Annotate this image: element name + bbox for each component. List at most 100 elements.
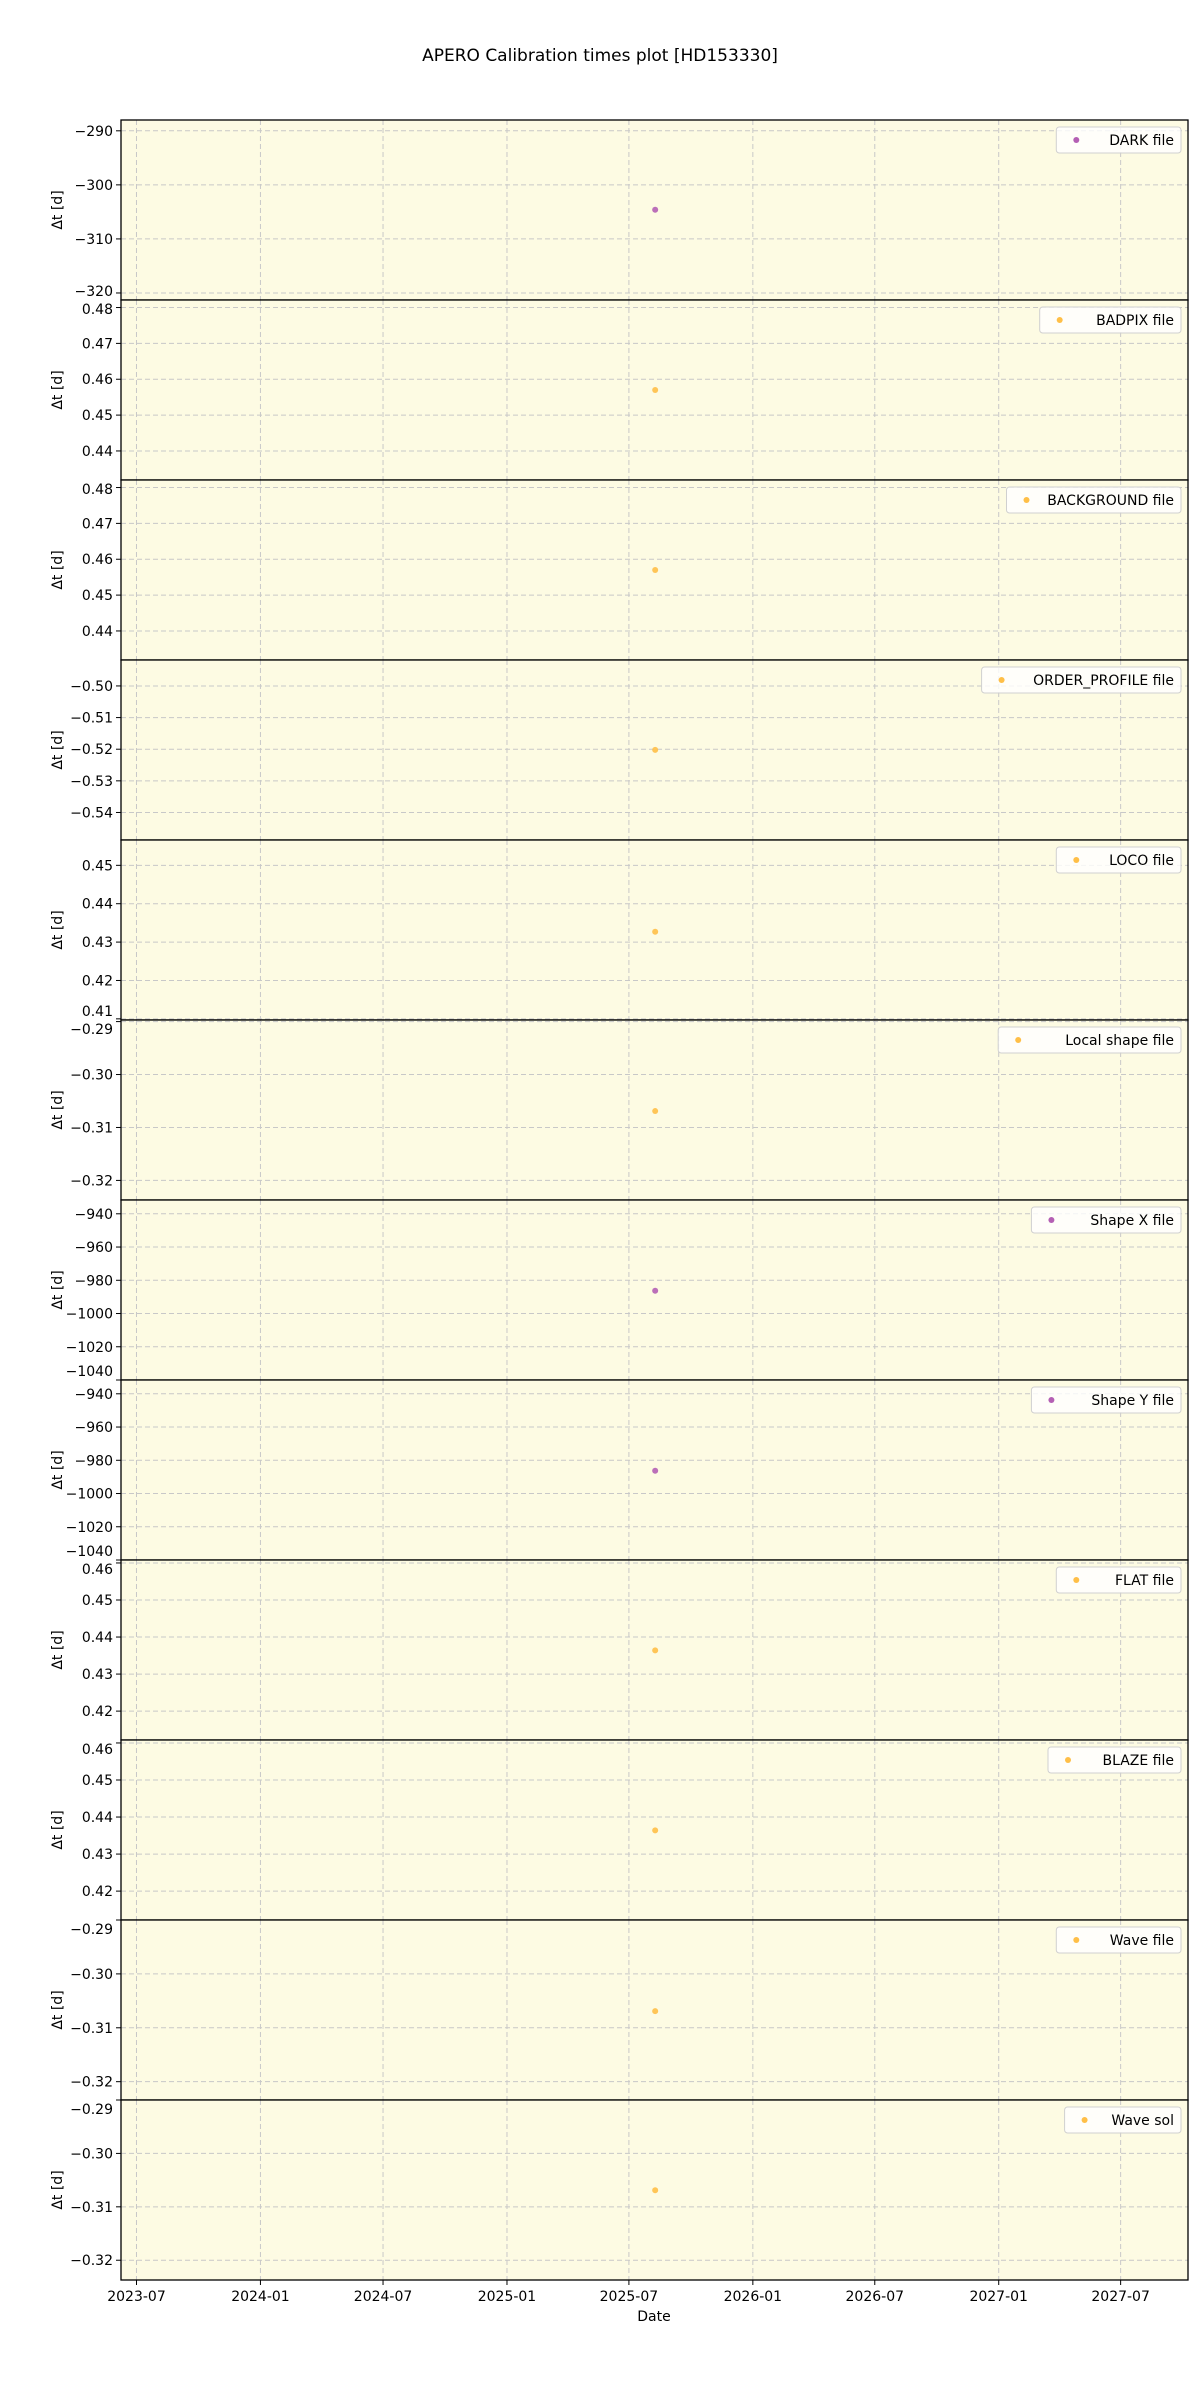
- legend: Wave file: [1055, 1926, 1182, 1954]
- legend-marker: [1015, 1037, 1022, 1043]
- y-axis-label: Δt [d]: [50, 1810, 66, 1849]
- data-point: [652, 2187, 659, 2194]
- y-tick-label: 0.43: [82, 1667, 113, 1683]
- y-tick-label: −0.51: [70, 711, 113, 727]
- legend: BACKGROUND file: [1006, 486, 1182, 514]
- y-tick-label: 0.41: [82, 1004, 113, 1020]
- y-tick-label: 0.48: [82, 302, 113, 318]
- legend: LOCO file: [1055, 846, 1182, 874]
- y-axis-label: Δt [d]: [50, 1990, 66, 2029]
- legend-box: [1055, 126, 1182, 154]
- legend-box: [981, 666, 1182, 694]
- y-axis-label: Δt [d]: [50, 370, 66, 409]
- x-tick-label: 2024-01: [231, 2289, 290, 2305]
- x-tick-label: 2024-07: [354, 2289, 413, 2305]
- y-tick-label: −0.50: [70, 679, 113, 695]
- legend-box: [1055, 1566, 1182, 1594]
- y-axis-label: Δt [d]: [50, 1090, 66, 1129]
- legend-label: Wave sol: [1111, 2113, 1174, 2129]
- legend-box: [1030, 1386, 1182, 1414]
- y-tick-label: 0.45: [82, 588, 113, 604]
- legend: Local shape file: [997, 1026, 1182, 1054]
- x-tick-label: 2023-07: [107, 2289, 166, 2305]
- y-tick-label: 0.42: [82, 1884, 113, 1900]
- y-tick-label: −0.31: [70, 1120, 113, 1136]
- y-tick-label: −0.31: [70, 2021, 113, 2037]
- legend-marker: [1073, 137, 1080, 143]
- legend: Shape Y file: [1030, 1386, 1182, 1414]
- data-point: [652, 928, 659, 935]
- chart-title: APERO Calibration times plot [HD153330]: [422, 46, 778, 66]
- axes-frame: [120, 2099, 1189, 2281]
- panel-shape-y-file: −940 −960 −980 −1000 −1020 −1040 Δt [d] Shape Y…: [50, 1379, 1189, 1561]
- y-tick-label: −0.29: [70, 1922, 113, 1938]
- legend-marker: [1048, 1397, 1055, 1403]
- y-tick-label: 0.48: [82, 482, 113, 498]
- y-tick-label: −0.32: [70, 2075, 113, 2091]
- y-axis-label: Δt [d]: [50, 1450, 66, 1489]
- legend-marker: [1065, 1757, 1071, 1763]
- y-tick-label: 0.44: [82, 624, 113, 640]
- panel-flat-file: 0.46 0.45 0.44 0.43 0.42 Δt [d] FLAT file: [50, 1559, 1189, 1741]
- y-tick-label: 0.44: [82, 1630, 113, 1646]
- legend-label: LOCO file: [1109, 853, 1174, 869]
- data-point: [652, 1108, 659, 1115]
- legend-marker: [1056, 317, 1063, 323]
- legend-marker: [1081, 2117, 1088, 2123]
- y-tick-label: −1000: [66, 1307, 113, 1323]
- legend-label: BACKGROUND file: [1047, 493, 1174, 509]
- x-axis-label: Date: [637, 2309, 670, 2325]
- legend-box: [1047, 1746, 1182, 1774]
- y-tick-label: −0.30: [70, 1967, 113, 1983]
- y-tick-label: 0.44: [82, 897, 113, 913]
- y-tick-label: 0.46: [82, 372, 113, 388]
- y-tick-label: −0.30: [70, 2146, 113, 2162]
- y-tick-label: −0.53: [70, 774, 113, 790]
- y-tick-label: −980: [75, 1273, 113, 1289]
- legend-marker: [1048, 1217, 1055, 1223]
- y-tick-label: 0.45: [82, 858, 113, 874]
- data-point: [652, 1467, 659, 1474]
- legend-box: [1064, 2106, 1182, 2134]
- y-tick-label: 0.43: [82, 935, 113, 951]
- panel-badpix-file: 0.48 0.47 0.46 0.45 0.44 Δt [d] BADPIX file: [50, 299, 1189, 481]
- y-tick-label: 0.47: [82, 516, 113, 532]
- panel-local-shape-file: −0.29 −0.30 −0.31 −0.32 Δt [d] Local shape fi…: [50, 1019, 1189, 1201]
- legend: FLAT file: [1055, 1566, 1182, 1594]
- legend-label: DARK file: [1109, 133, 1174, 149]
- y-tick-label: −0.30: [70, 1068, 113, 1084]
- legend-marker: [1073, 857, 1080, 863]
- legend-label: ORDER_PROFILE file: [1033, 673, 1174, 689]
- legend: ORDER_PROFILE file: [981, 666, 1182, 694]
- panel-loco-file: 0.45 0.44 0.43 0.42 0.41 Δt [d] LOCO file: [50, 839, 1189, 1021]
- legend-label: Wave file: [1110, 1933, 1174, 1949]
- legend-label: Shape Y file: [1091, 1393, 1174, 1409]
- panel-blaze-file: 0.46 0.45 0.44 0.43 0.42 Δt [d] BLAZE file: [50, 1739, 1189, 1921]
- legend-box: [1030, 1206, 1182, 1234]
- y-tick-label: −290: [75, 124, 113, 140]
- y-tick-label: −0.29: [70, 1022, 113, 1038]
- panel-order-profile-file: −0.50 −0.51 −0.52 −0.53 −0.54 Δt [d] ORDER_PRO…: [50, 659, 1189, 841]
- y-tick-label: 0.45: [82, 408, 113, 424]
- x-tick-label: 2025-01: [478, 2289, 537, 2305]
- y-tick-label: 0.43: [82, 1847, 113, 1863]
- legend-label: Local shape file: [1065, 1033, 1174, 1049]
- y-axis-label: Δt [d]: [50, 1270, 66, 1309]
- y-tick-label: −0.32: [70, 1173, 113, 1189]
- legend-marker: [1023, 497, 1030, 503]
- data-point: [652, 206, 659, 213]
- data-point: [652, 1647, 659, 1654]
- legend-marker: [1073, 1577, 1080, 1583]
- legend-box: [1055, 1926, 1182, 1954]
- legend-marker: [998, 677, 1005, 683]
- y-tick-label: −940: [75, 1387, 113, 1403]
- legend-box: [1039, 306, 1182, 334]
- y-tick-label: −1040: [66, 1544, 113, 1560]
- y-tick-label: −1020: [66, 1340, 113, 1356]
- y-tick-label: 0.42: [82, 973, 113, 989]
- y-tick-label: 0.46: [82, 1562, 113, 1578]
- data-point: [652, 746, 659, 753]
- y-tick-label: 0.47: [82, 336, 113, 352]
- panel-dark-file: −290 −300 −310 −320 Δt [d] DARK file: [50, 119, 1189, 301]
